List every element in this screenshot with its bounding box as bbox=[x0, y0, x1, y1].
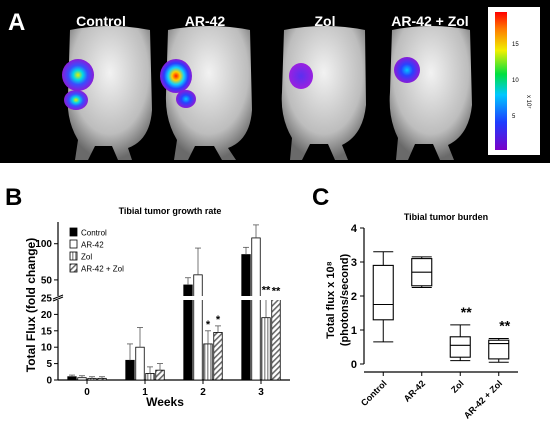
color-scale-bar bbox=[495, 12, 507, 150]
y-tick-label: 15 bbox=[41, 326, 53, 337]
legend-label: AR-42 bbox=[81, 241, 104, 250]
bar bbox=[125, 359, 135, 381]
x-tick-label: AR-42 bbox=[402, 378, 427, 403]
axis-break-mark bbox=[52, 296, 64, 302]
chart-b-title: Tibial tumor growth rate bbox=[119, 206, 222, 216]
bioluminescence-signal bbox=[176, 90, 196, 108]
significance-marker: ** bbox=[272, 285, 281, 297]
color-scale-tick: 5 bbox=[512, 114, 516, 120]
legend-swatch bbox=[69, 251, 78, 261]
chart-c-ylabel-unit: (photons/second) bbox=[339, 254, 351, 347]
bar bbox=[155, 369, 165, 381]
bar bbox=[203, 343, 213, 381]
bioluminescence-signal bbox=[64, 90, 88, 110]
significance-marker: ** bbox=[499, 318, 510, 334]
bar bbox=[261, 317, 271, 381]
x-tick-label: 1 bbox=[142, 387, 148, 398]
chart-c-ylabel: Total flux x 10⁸ bbox=[325, 261, 337, 339]
significance-marker: * bbox=[216, 314, 221, 326]
bar bbox=[77, 377, 87, 381]
y-tick-label: 25 bbox=[41, 294, 53, 305]
chart-b-xlabel: Weeks bbox=[146, 395, 184, 409]
significance-marker: ** bbox=[461, 304, 472, 320]
mouse-image-zol bbox=[281, 26, 366, 160]
group-label-ar42: AR-42 bbox=[185, 13, 226, 29]
mouse-image-control bbox=[62, 26, 152, 160]
significance-marker: * bbox=[206, 319, 211, 331]
color-scale-tick: 15 bbox=[512, 42, 519, 48]
chart-c-title: Tibial tumor burden bbox=[404, 212, 488, 222]
bar bbox=[145, 373, 155, 381]
axis-break-mark bbox=[52, 294, 64, 300]
legend-label: Zol bbox=[81, 253, 92, 262]
y-tick-label: 2 bbox=[351, 291, 357, 303]
y-tick-label: 1 bbox=[351, 325, 357, 337]
panel-a-letter: A bbox=[8, 9, 25, 36]
group-label-zol: Zol bbox=[315, 13, 336, 29]
panel-b-letter: B bbox=[5, 184, 22, 211]
bar bbox=[193, 274, 203, 381]
mouse-image-ar42 bbox=[160, 26, 252, 160]
legend-swatch bbox=[69, 239, 78, 249]
legend-label: AR-42 + Zol bbox=[81, 265, 124, 274]
panel-c-letter: C bbox=[312, 184, 329, 211]
bioluminescence-signal bbox=[394, 57, 420, 83]
legend-label: Control bbox=[81, 229, 107, 238]
y-tick-label: 10 bbox=[41, 343, 53, 354]
panel-b: B Tibial tumor growth rate Total Flux (f… bbox=[5, 184, 290, 409]
box bbox=[488, 339, 510, 360]
x-tick-label: 2 bbox=[200, 387, 206, 398]
x-tick-label: AR-42 + Zol bbox=[462, 378, 504, 420]
bar bbox=[87, 377, 97, 381]
axis-break bbox=[52, 296, 290, 300]
box bbox=[449, 336, 471, 358]
y-tick-label: 3 bbox=[351, 257, 357, 269]
color-scale-unit: x 10⁷ bbox=[525, 95, 532, 109]
y-tick-label: 4 bbox=[351, 223, 358, 235]
bar bbox=[213, 332, 223, 381]
panel-c: C Tibial tumor burden Total flux x 10⁸ (… bbox=[312, 184, 518, 421]
y-tick-label: 100 bbox=[35, 239, 52, 250]
group-label-ar42-zol: AR-42 + Zol bbox=[391, 13, 468, 29]
bioluminescence-signal bbox=[62, 59, 94, 91]
box bbox=[372, 264, 394, 321]
x-tick-label: Control bbox=[359, 378, 389, 408]
y-tick-label: 50 bbox=[41, 275, 53, 286]
bar bbox=[67, 376, 77, 381]
legend-swatch bbox=[69, 263, 78, 273]
bar bbox=[251, 237, 261, 381]
mouse-image-ar42-zol bbox=[389, 26, 472, 160]
x-tick-label: 3 bbox=[258, 387, 264, 398]
color-scale-tick: 10 bbox=[512, 78, 519, 84]
x-tick-label: Zol bbox=[449, 378, 466, 395]
y-tick-label: 20 bbox=[41, 310, 53, 321]
bioluminescence-signal bbox=[289, 63, 313, 89]
chart-b-ylabel: Total Flux (fold change) bbox=[24, 238, 38, 372]
bioluminescence-signal bbox=[160, 59, 192, 93]
color-scale: 15 10 5 x 10⁷ bbox=[488, 7, 540, 155]
y-tick-label: 0 bbox=[351, 359, 357, 371]
bar bbox=[97, 377, 107, 381]
panel-a: A Control AR-42 Zol AR-42 + Zol bbox=[0, 0, 550, 163]
y-tick-label: 0 bbox=[46, 376, 52, 387]
y-tick-label: 5 bbox=[46, 359, 52, 370]
bar bbox=[271, 297, 281, 381]
legend-swatch bbox=[69, 227, 78, 237]
x-tick-label: 0 bbox=[84, 387, 90, 398]
bar bbox=[135, 346, 145, 381]
significance-marker: ** bbox=[262, 285, 271, 297]
bar bbox=[241, 254, 251, 381]
group-label-control: Control bbox=[76, 13, 126, 29]
